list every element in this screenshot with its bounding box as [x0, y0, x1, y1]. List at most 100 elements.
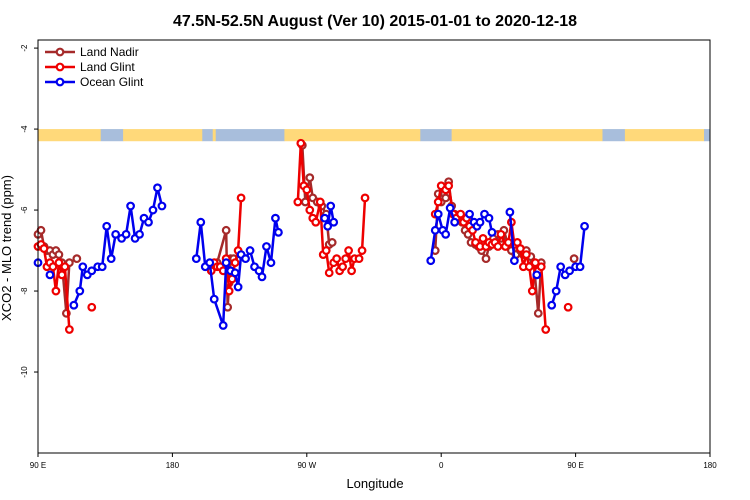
data-point — [157, 201, 167, 211]
data-point — [527, 286, 537, 296]
data-point — [341, 254, 351, 264]
data-point — [144, 217, 153, 227]
data-point — [530, 258, 540, 268]
y-tick-label: -6 — [20, 206, 29, 214]
series-land-nadir — [33, 140, 579, 318]
y-axis: -2 -4 -6 -8 -10 — [20, 44, 38, 378]
strip-segment-ocean — [215, 129, 285, 142]
data-point — [332, 254, 342, 264]
strip-segment-land — [284, 129, 421, 142]
data-point — [496, 229, 506, 239]
data-point — [320, 213, 330, 223]
data-point — [51, 286, 61, 296]
legend-swatch-marker — [55, 47, 65, 57]
data-point — [97, 262, 107, 272]
data-point — [565, 266, 575, 276]
data-point — [532, 270, 542, 280]
data-point — [450, 217, 460, 227]
data-point — [72, 254, 82, 264]
y-tick-label: -4 — [20, 125, 29, 133]
data-point — [230, 268, 240, 278]
data-point — [236, 193, 246, 203]
data-point — [274, 227, 283, 237]
data-point — [224, 286, 234, 296]
data-point — [54, 258, 64, 268]
data-point — [121, 229, 131, 239]
data-point — [87, 266, 97, 276]
data-point — [221, 258, 231, 268]
data-point — [271, 213, 280, 223]
data-point — [444, 181, 454, 191]
data-point — [505, 207, 515, 217]
series-line — [508, 211, 516, 261]
series-ocean-glint — [33, 183, 589, 330]
data-point — [54, 250, 64, 259]
strip-segment-land — [123, 129, 203, 142]
data-point — [64, 325, 74, 334]
data-point — [36, 225, 46, 235]
data-point — [327, 238, 337, 247]
data-point — [111, 229, 121, 239]
data-point — [509, 256, 519, 266]
data-point — [302, 185, 312, 195]
data-point — [329, 217, 339, 227]
plot-frame — [37, 39, 711, 454]
legend-label: Ocean Glint — [80, 75, 144, 89]
data-point — [126, 201, 135, 211]
data-point — [521, 250, 531, 259]
data-point — [493, 242, 503, 251]
data-point — [321, 246, 331, 255]
data-point — [315, 197, 325, 207]
data-point — [221, 225, 231, 235]
series-line — [72, 187, 164, 306]
data-point — [484, 213, 494, 223]
data-point — [563, 302, 573, 312]
data-point — [78, 262, 88, 272]
legend-swatch-marker — [55, 77, 65, 87]
data-point — [433, 209, 443, 219]
chart-title: 47.5N-52.5N August (Ver 10) 2015-01-01 t… — [173, 13, 577, 30]
x-tick-label: 180 — [166, 461, 180, 470]
x-tick-label: 90 W — [297, 461, 316, 470]
data-point — [569, 254, 579, 264]
data-point — [536, 262, 546, 272]
legend-item: Ocean Glint — [45, 75, 144, 89]
data-point — [153, 183, 162, 193]
data-point — [524, 262, 534, 272]
data-point — [324, 268, 334, 278]
data-point — [487, 227, 497, 237]
data-point — [481, 254, 491, 264]
data-point — [75, 286, 85, 296]
legend-label: Land Glint — [80, 60, 135, 74]
data-point — [102, 221, 112, 231]
data-point — [445, 203, 455, 213]
data-point — [475, 217, 485, 227]
x-tick-label: 0 — [439, 461, 444, 470]
data-point — [305, 205, 315, 215]
data-point — [245, 246, 255, 255]
data-point — [241, 254, 250, 264]
series-line — [296, 143, 367, 278]
data-point — [344, 246, 354, 255]
data-point — [233, 282, 243, 292]
data-point — [87, 302, 97, 312]
data-point — [305, 173, 315, 183]
data-point — [357, 246, 367, 255]
data-point — [148, 205, 158, 215]
y-tick-label: -10 — [20, 366, 29, 378]
data-point — [69, 300, 79, 310]
strip-segment-land — [624, 129, 705, 142]
data-point — [191, 254, 201, 264]
x-axis: 90 E 180 90 W 0 90 E 180 — [30, 453, 717, 470]
y-tick-label: -8 — [20, 287, 29, 295]
data-point — [196, 217, 206, 227]
series-layer — [33, 138, 589, 334]
data-point — [478, 234, 488, 243]
data-point — [441, 229, 451, 239]
data-point — [45, 270, 55, 280]
data-point — [323, 221, 333, 231]
data-point — [230, 258, 240, 268]
strip-segment-ocean — [202, 129, 214, 142]
